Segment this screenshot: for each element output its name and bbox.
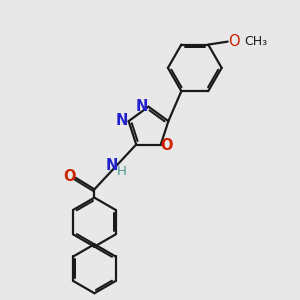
Text: N: N — [116, 113, 128, 128]
Text: O: O — [160, 138, 173, 153]
Text: H: H — [117, 166, 127, 178]
Text: CH₃: CH₃ — [244, 34, 267, 47]
Text: N: N — [106, 158, 118, 173]
Text: O: O — [63, 169, 76, 184]
Text: O: O — [228, 34, 240, 49]
Text: N: N — [136, 99, 148, 114]
